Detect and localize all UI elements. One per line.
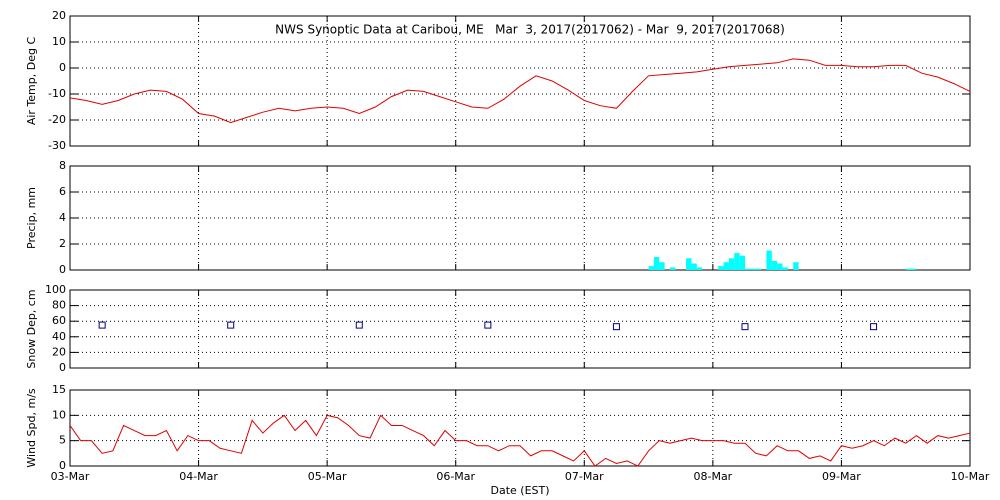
bar [771,260,778,270]
x-axis-label: Date (EST) [490,484,549,497]
x-tick-label: 06-Mar [436,470,475,483]
bar [723,262,729,270]
x-tick-label: 08-Mar [693,470,732,483]
x-tick-label: 03-Mar [51,470,90,483]
y-tick-label: 2 [59,237,66,250]
plot-frame [69,389,971,467]
bar [739,255,745,270]
bar [734,253,740,270]
bar [755,268,762,270]
y-tick-label: 0 [59,263,66,276]
bar [696,267,703,270]
y-tick-label: 40 [52,330,66,343]
bar [686,258,692,270]
point [612,323,620,331]
y-tick-label: 60 [52,314,66,327]
bar [793,262,799,270]
bar [670,267,676,270]
point [98,321,106,329]
y-axis-label: Snow Dep, cm [25,289,38,368]
y-tick-label: 0 [59,459,66,472]
y-tick-label: -30 [48,139,66,152]
data-line [69,414,971,467]
x-tick-label: 10-Mar [951,470,990,483]
point [484,321,492,329]
y-tick-label: 0 [59,61,66,74]
bar [782,267,788,270]
x-tick-label: 05-Mar [308,470,347,483]
x-tick-label: 09-Mar [822,470,861,483]
y-axis-label: Air Temp, Deg C [25,37,38,126]
bar [659,262,665,270]
y-tick-label: 15 [52,383,66,396]
y-tick-label: 80 [52,299,66,312]
y-tick-label: 8 [59,159,66,172]
bar [648,266,654,270]
point [870,323,878,331]
plot-frame [69,289,971,369]
y-tick-label: 10 [52,35,66,48]
data-line [69,58,971,124]
bar [728,258,735,270]
point [355,321,363,329]
bar [911,268,917,270]
plot-frame [69,165,971,271]
y-tick-label: 20 [52,9,66,22]
y-tick-label: 20 [52,345,66,358]
y-tick-label: -10 [48,87,66,100]
y-tick-label: 0 [59,361,66,374]
y-tick-label: 10 [52,408,66,421]
bar [745,268,751,270]
chart-title: NWS Synoptic Data at Caribou, ME Mar 3, … [275,23,785,37]
bar [777,263,783,270]
y-tick-label: 100 [45,283,66,296]
bar [766,250,772,270]
bar [691,263,697,270]
bar [750,268,756,270]
y-tick-label: 5 [59,434,66,447]
plot-frame [69,15,971,147]
x-tick-label: 07-Mar [565,470,604,483]
y-tick-label: -20 [48,113,66,126]
bar [653,257,660,270]
y-tick-label: 4 [59,211,66,224]
y-tick-label: 6 [59,185,66,198]
y-axis-label: Precip, mm [25,187,38,249]
y-axis-label: Wind Spd, m/s [25,388,38,468]
point [741,323,749,331]
point [227,321,235,329]
bar [718,266,724,270]
bar [905,268,912,270]
x-tick-label: 04-Mar [179,470,218,483]
